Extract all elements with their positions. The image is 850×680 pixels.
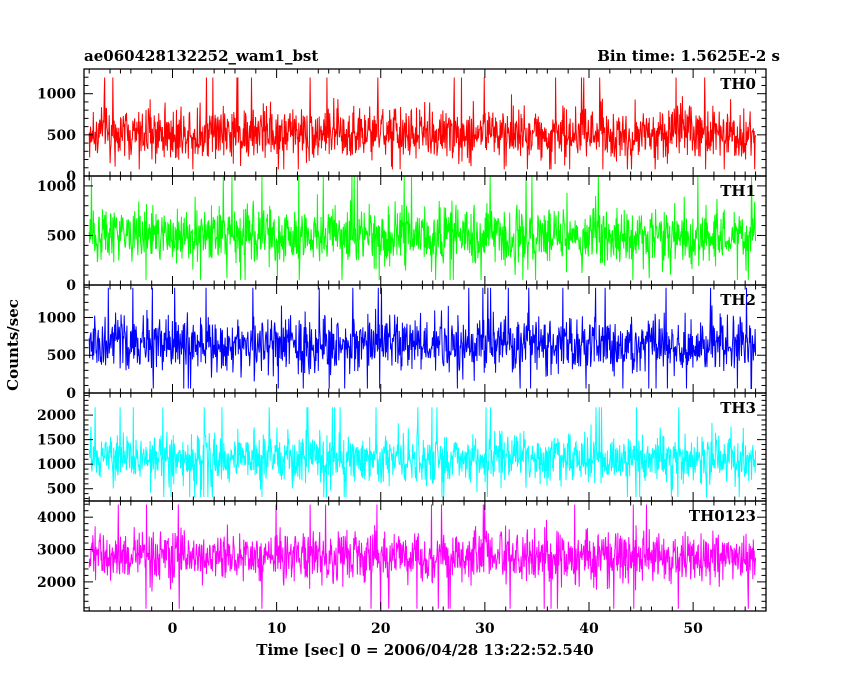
panel-th1: 0 500 1000 TH1 [37, 175, 767, 294]
panel-th0123: 2000 3000 4000 TH0123 [37, 500, 767, 612]
y-tick-label: 3000 [37, 543, 76, 559]
y-tick-label: 500 [47, 482, 76, 498]
series-th3 [88, 407, 757, 498]
y-tick-label: 1000 [37, 310, 76, 326]
y-tick-label: 2000 [37, 575, 76, 591]
y-tick-label: 0 [66, 169, 76, 185]
y-tick-label: 1000 [37, 87, 76, 103]
panel-th2: 0 500 1000 TH2 [37, 284, 767, 402]
x-tick-label: 20 [371, 621, 391, 637]
y-tick-label: 1500 [37, 433, 76, 449]
series-label-th0: TH0 [720, 75, 756, 93]
series-label-th3: TH3 [720, 399, 756, 417]
series-label-th1: TH1 [720, 182, 756, 200]
y-tick-label: 2000 [37, 408, 76, 424]
y-tick-label: 1000 [37, 457, 76, 473]
x-tick-label: 30 [475, 621, 495, 637]
series-th0123 [88, 504, 757, 609]
y-tick-label: 0 [66, 278, 76, 294]
y-axis-label: Counts/sec [4, 299, 22, 391]
y-tick-label: 1000 [37, 179, 76, 195]
series-th0 [88, 77, 757, 170]
y-tick-label: 4000 [37, 510, 76, 526]
y-tick-label: 500 [47, 128, 76, 144]
y-tick-label: 500 [47, 228, 76, 244]
series-label-th2: TH2 [720, 291, 756, 309]
x-tick-label: 50 [683, 621, 703, 637]
bin-time-label: Bin time: 1.5625E-2 s [597, 47, 780, 65]
x-tick-label: 10 [267, 621, 287, 637]
series-label-th0123: TH0123 [689, 507, 756, 525]
y-tick-label: 500 [47, 348, 76, 364]
y-tick-label: 0 [66, 386, 76, 402]
chart-title: ae060428132252_wam1_bst [84, 47, 318, 65]
x-tick-label: 0 [168, 621, 178, 637]
x-axis-label: Time [sec] 0 = 2006/04/28 13:22:52.540 [256, 641, 593, 659]
panel-th3: 500 1000 1500 2000 TH3 [37, 392, 767, 502]
x-tick-label: 40 [579, 621, 599, 637]
series-th2 [88, 287, 757, 389]
panel-th0: 0 500 1000 TH0 [37, 68, 767, 185]
series-th1 [88, 176, 757, 281]
